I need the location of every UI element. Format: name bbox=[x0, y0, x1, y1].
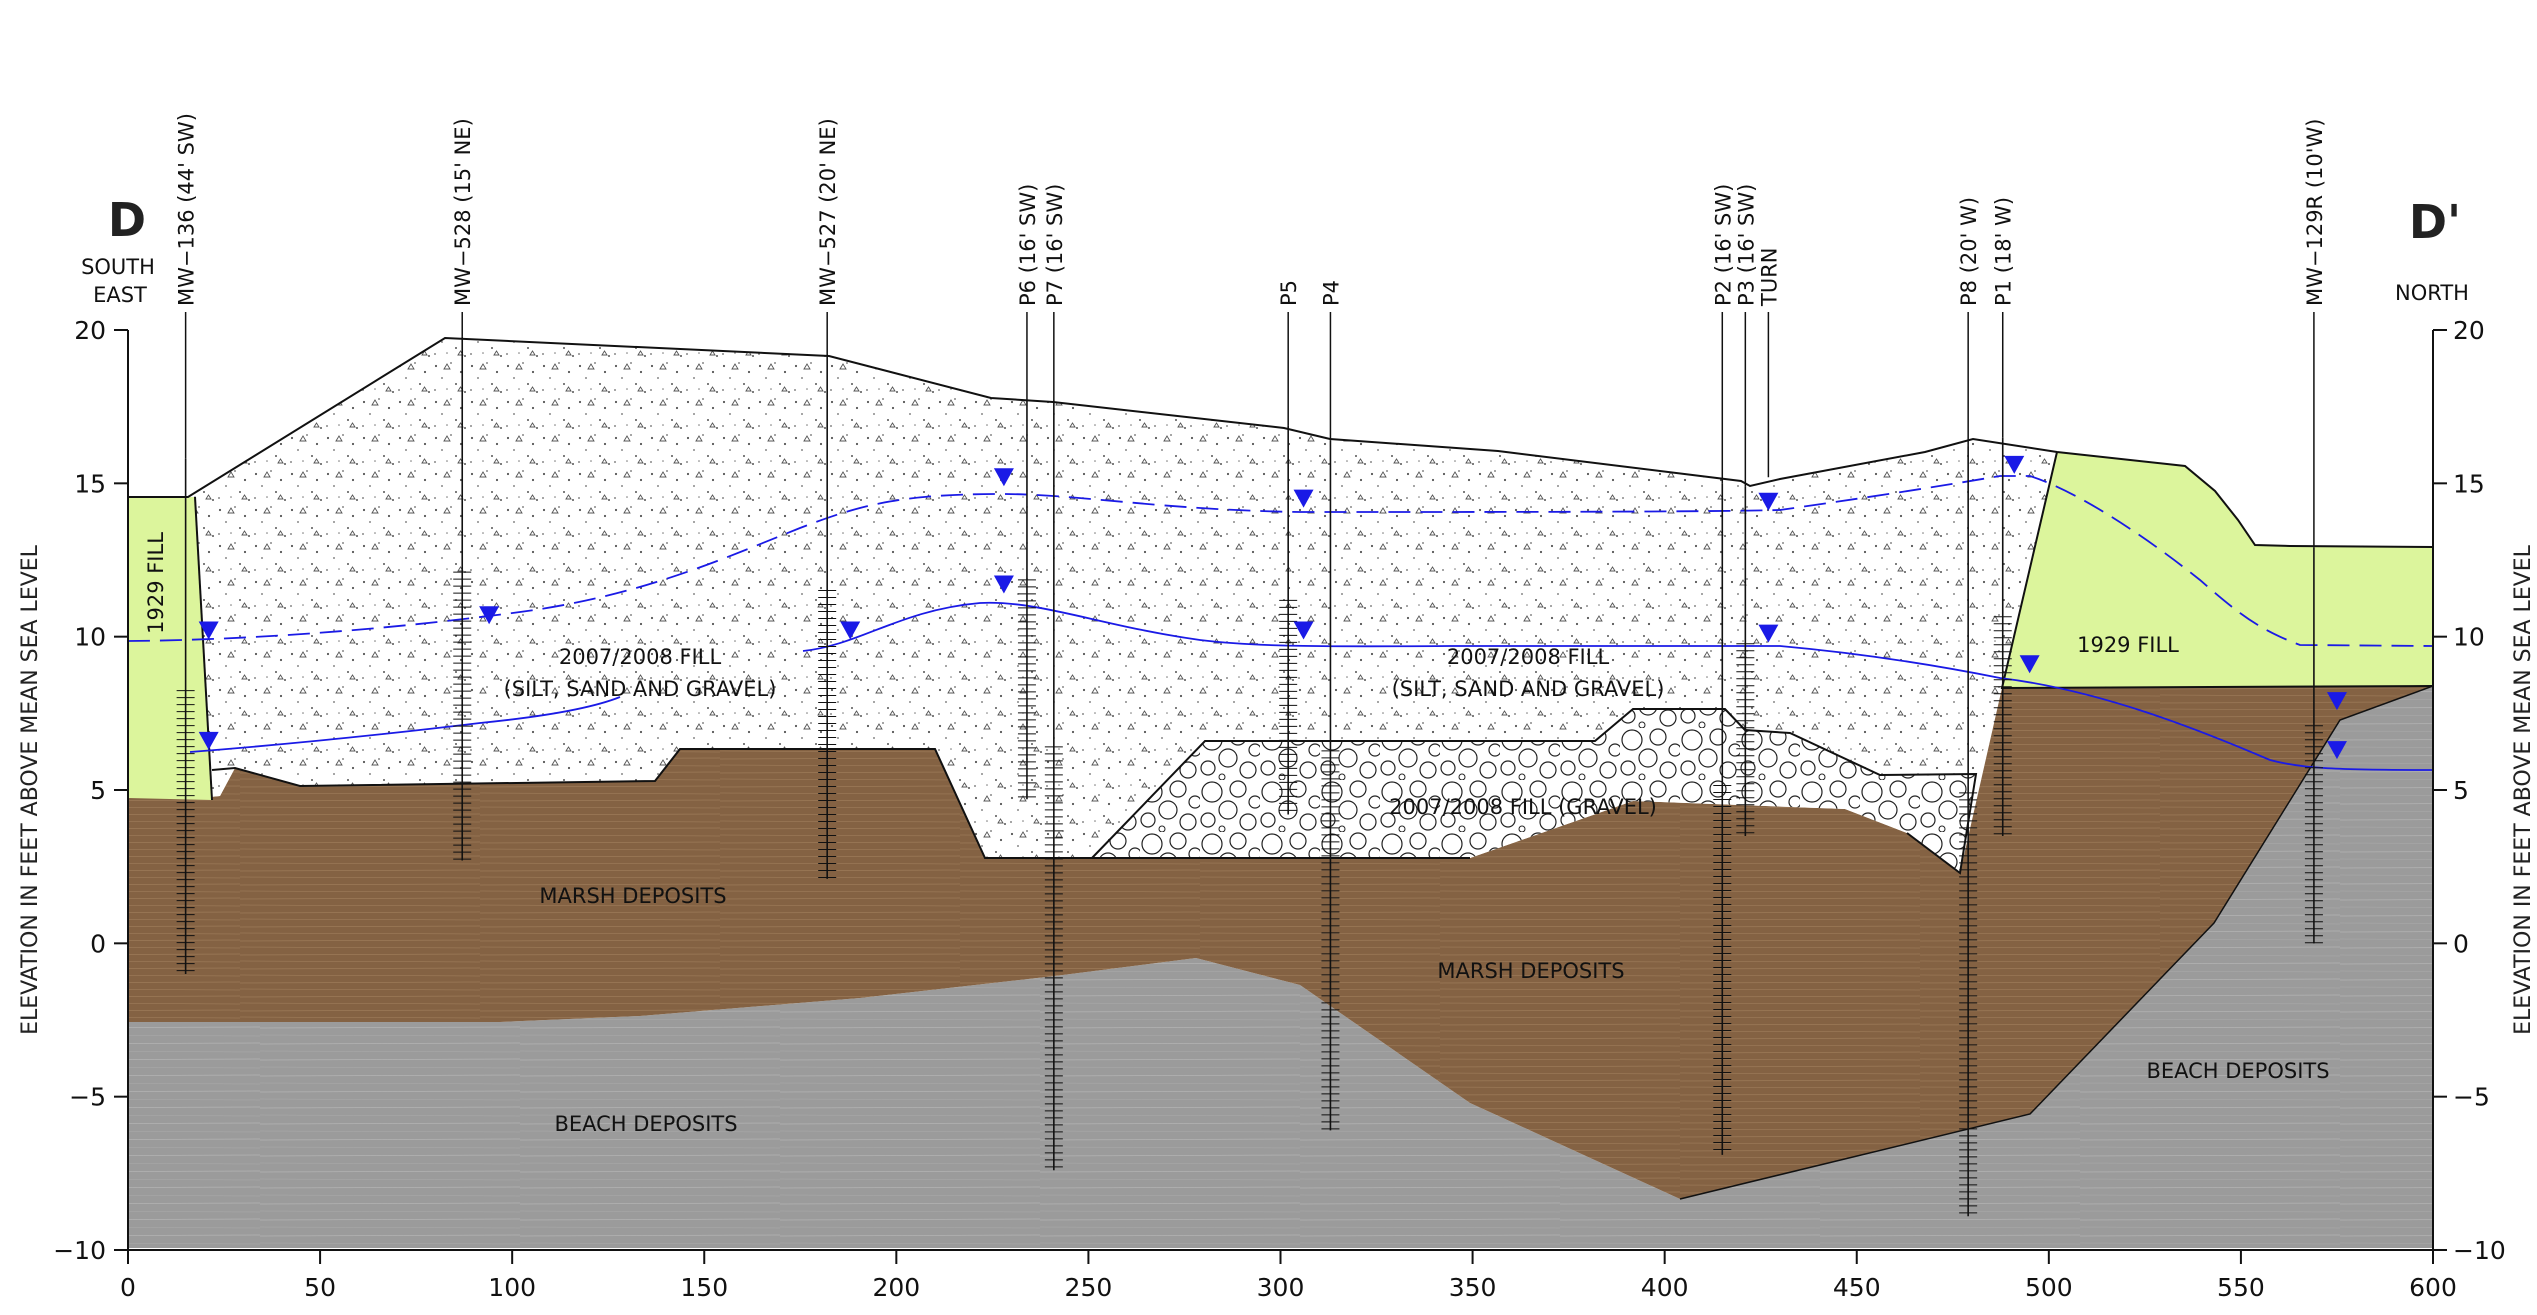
1929-fill-right-layer bbox=[2002, 452, 2433, 688]
well-label: P3 (16' SW) bbox=[1734, 184, 1758, 306]
section-end-direction: NORTH bbox=[2395, 281, 2469, 305]
x-tick-label: 200 bbox=[872, 1273, 920, 1302]
y-axis-label-right: ELEVATION IN FEET ABOVE MEAN SEA LEVEL bbox=[2511, 544, 2536, 1035]
1929-fill-left-layer bbox=[128, 497, 212, 800]
section-markers: D SOUTH EAST D' NORTH bbox=[81, 193, 2469, 307]
well-label: P1 (18' W) bbox=[1992, 197, 2016, 306]
marsh-right-label: MARSH DEPOSITS bbox=[1437, 959, 1624, 983]
y-tick-label-right: 5 bbox=[2453, 776, 2469, 805]
well-label: P2 (16' SW) bbox=[1711, 184, 1735, 306]
y-tick-label-left: 0 bbox=[90, 929, 106, 958]
well-label: MW−528 (15' NE) bbox=[451, 118, 475, 306]
y-tick-label-right: 15 bbox=[2453, 469, 2485, 498]
y-tick-label-right: −10 bbox=[2453, 1236, 2506, 1265]
x-tick-label: 600 bbox=[2409, 1273, 2457, 1302]
water-level-triangle bbox=[1758, 492, 1779, 511]
water-level-triangle bbox=[479, 606, 500, 625]
water-level-triangle bbox=[2326, 692, 2347, 711]
x-tick-label: 450 bbox=[1833, 1273, 1881, 1302]
y-tick-label-left: −5 bbox=[69, 1083, 106, 1112]
x-axis-ticks: 0 50 100 150 200 250 300 350 400 450 500 550 600 bbox=[120, 1250, 2457, 1302]
marsh-deposits-layer bbox=[128, 686, 2433, 1199]
fill-gravel-label: 2007/2008 FILL (GRAVEL) bbox=[1389, 795, 1657, 819]
x-tick-label: 500 bbox=[2025, 1273, 2073, 1302]
x-tick-label: 100 bbox=[488, 1273, 536, 1302]
water-level-triangle bbox=[840, 621, 861, 640]
x-tick-label: 400 bbox=[1641, 1273, 1689, 1302]
y-tick-label-left: 5 bbox=[90, 776, 106, 805]
water-level-triangle bbox=[2326, 741, 2347, 760]
water-level-triangle bbox=[198, 731, 219, 750]
well-label: P6 (16' SW) bbox=[1016, 184, 1040, 306]
groundwater-lines bbox=[127, 475, 2434, 771]
y-tick-label-left: −10 bbox=[53, 1236, 106, 1265]
y-tick-label-left: 10 bbox=[74, 623, 106, 652]
fill-2007-right-label-line1: 2007/2008 FILL bbox=[1447, 645, 1610, 669]
water-level-triangle bbox=[198, 621, 219, 640]
water-level-triangle bbox=[2019, 655, 2040, 674]
x-tick-label: 0 bbox=[120, 1273, 136, 1302]
section-start-direction-line2: EAST bbox=[93, 283, 147, 307]
beach-left-label: BEACH DEPOSITS bbox=[554, 1112, 737, 1136]
unit-labels: 2007/2008 FILL (SILT, SAND AND GRAVEL) 2… bbox=[144, 532, 2330, 1136]
beach-deposits-layer bbox=[128, 686, 2433, 1248]
well-label: P7 (16' SW) bbox=[1043, 184, 1067, 306]
well-label: MW−136 (44' SW) bbox=[175, 113, 199, 306]
x-tick-label: 350 bbox=[1449, 1273, 1497, 1302]
y-tick-label-left: 20 bbox=[74, 316, 106, 345]
x-tick-label: 250 bbox=[1065, 1273, 1113, 1302]
section-start-label: D bbox=[108, 193, 146, 247]
borehole-logs: MW−136 (44' SW) MW−528 (15' NE) MW−527 (20… bbox=[175, 113, 2327, 1217]
water-level-triangle bbox=[993, 575, 1014, 594]
fill-2007-left-label-line1: 2007/2008 FILL bbox=[559, 645, 722, 669]
y-tick-label-right: 20 bbox=[2453, 316, 2485, 345]
fill-1929-left-label: 1929 FILL bbox=[144, 532, 168, 634]
marsh-left-label: MARSH DEPOSITS bbox=[539, 884, 726, 908]
well-label: MW−527 (20' NE) bbox=[816, 118, 840, 306]
fill-2007-left-label-line2: (SILT, SAND AND GRAVEL) bbox=[504, 677, 777, 701]
y-tick-label-left: 15 bbox=[74, 469, 106, 498]
fill-1929-left-outline bbox=[194, 496, 213, 801]
y-axis-label-left: ELEVATION IN FEET ABOVE MEAN SEA LEVEL bbox=[18, 544, 43, 1035]
water-level-triangle bbox=[1293, 489, 1314, 508]
lower-left-water-line bbox=[189, 696, 621, 753]
well-label: TURN bbox=[1757, 248, 1781, 308]
y-axis-ticks: 20 20 15 15 10 10 5 5 0 0 −5 −5 −10 −10 bbox=[53, 316, 2506, 1265]
fill-2007-right-label-line2: (SILT, SAND AND GRAVEL) bbox=[1392, 677, 1665, 701]
water-level-triangle bbox=[993, 468, 1014, 487]
x-tick-label: 150 bbox=[680, 1273, 728, 1302]
marsh-top-outline bbox=[211, 748, 1470, 859]
water-level-triangle bbox=[1758, 624, 1779, 643]
fill-1929-right-label: 1929 FILL bbox=[2077, 633, 2179, 657]
well-label: P4 bbox=[1319, 280, 1343, 306]
water-level-markers bbox=[198, 455, 2347, 760]
x-tick-label: 550 bbox=[2217, 1273, 2265, 1302]
ground-surface-line bbox=[128, 336, 2433, 548]
beach-right-label: BEACH DEPOSITS bbox=[2146, 1059, 2329, 1083]
y-axis-labels: ELEVATION IN FEET ABOVE MEAN SEA LEVEL E… bbox=[18, 544, 2536, 1035]
well-label: MW−129R (10'W) bbox=[2303, 119, 2327, 306]
section-start-direction-line1: SOUTH bbox=[81, 255, 155, 279]
x-tick-label: 50 bbox=[304, 1273, 336, 1302]
silt-sand-gravel-fill-layer bbox=[188, 338, 2057, 858]
beach-top-outline bbox=[1679, 685, 2433, 1200]
water-level-triangle bbox=[1293, 621, 1314, 640]
stratigraphy-layers bbox=[128, 336, 2433, 1248]
y-tick-label-right: 0 bbox=[2453, 929, 2469, 958]
water-level-triangle bbox=[2004, 455, 2025, 474]
section-end-label: D' bbox=[2409, 195, 2461, 249]
well-label: P5 bbox=[1277, 280, 1301, 306]
y-tick-label-right: −5 bbox=[2453, 1083, 2490, 1112]
y-tick-label-right: 10 bbox=[2453, 623, 2485, 652]
x-tick-label: 300 bbox=[1257, 1273, 1305, 1302]
gravel-fill-layer bbox=[1092, 709, 1976, 873]
lower-water-line bbox=[802, 601, 2434, 771]
well-label: P8 (20' W) bbox=[1957, 197, 1981, 306]
